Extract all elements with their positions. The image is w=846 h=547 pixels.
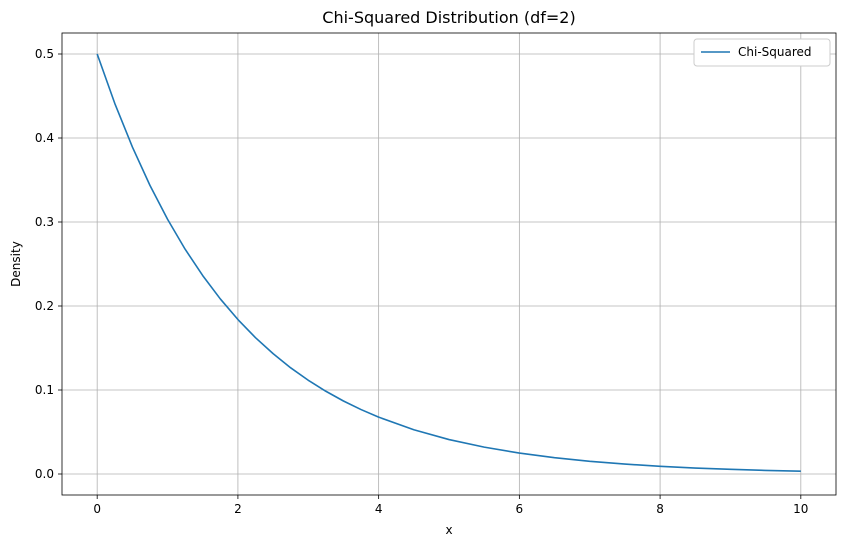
legend: Chi-Squared (693, 38, 831, 67)
y-tick-label: 0.1 (35, 383, 54, 397)
x-tick-label: 2 (234, 502, 242, 516)
x-tick-label: 8 (656, 502, 664, 516)
x-tick-label: 10 (793, 502, 808, 516)
series-line-chi-squared (96, 53, 801, 472)
x-tick-label: 0 (93, 502, 101, 516)
y-tick-label: 0.5 (35, 47, 54, 61)
grid (62, 33, 836, 495)
legend-label: Chi-Squared (738, 45, 812, 59)
y-tick-label: 0.0 (35, 467, 54, 481)
y-tick-label: 0.2 (35, 299, 54, 313)
y-tick-label: 0.4 (35, 131, 54, 145)
plot-area-frame (61, 32, 837, 496)
series-layer (96, 53, 801, 472)
x-axis-label: x (445, 523, 452, 537)
y-axis-label: Density (9, 241, 23, 287)
y-tick-label: 0.3 (35, 215, 54, 229)
x-tick-label: 6 (516, 502, 524, 516)
legend-frame (693, 38, 831, 67)
chart-title: Chi-Squared Distribution (df=2) (322, 8, 575, 27)
axis-ticks: 0 2 4 6 8 10 0.0 0.1 0.2 0.3 0.4 0.5 (35, 47, 809, 516)
x-tick-label: 4 (375, 502, 383, 516)
